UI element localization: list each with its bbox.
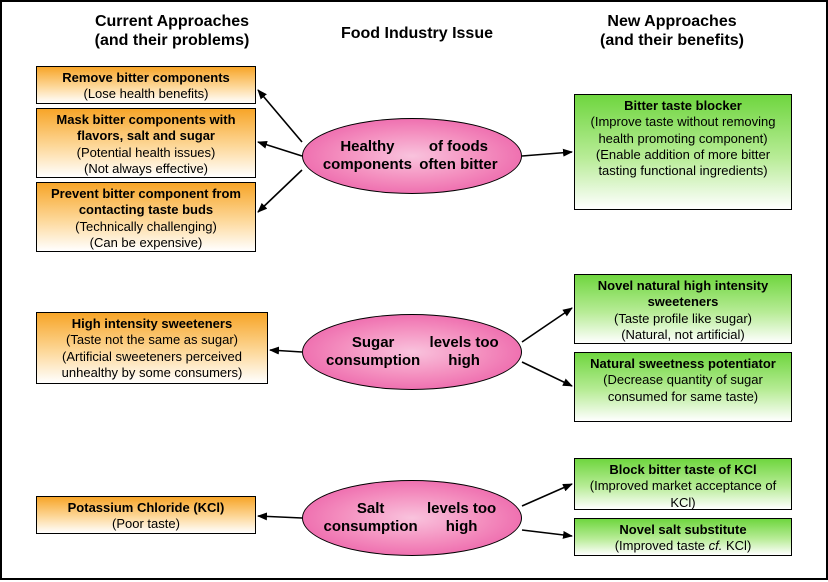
connector-arrow [522, 362, 572, 386]
issue-sugar: Sugar consumptionlevels too high [302, 314, 522, 390]
box-title: Natural sweetness potentiator [581, 356, 785, 372]
connector-arrow [258, 142, 302, 156]
header-current: Current Approaches(and their problems) [72, 12, 272, 50]
new-box-n3: Natural sweetness potentiator(Decrease q… [574, 352, 792, 422]
box-title: Block bitter taste of KCl [581, 462, 785, 478]
box-title: Remove bitter components [43, 70, 249, 86]
header-new: New Approaches(and their benefits) [572, 12, 772, 50]
box-title: Prevent bitter component from contacting… [43, 186, 249, 219]
diagram-frame: Current Approaches(and their problems) F… [0, 0, 828, 580]
box-title: High intensity sweeteners [43, 316, 261, 332]
new-box-n5: Novel salt substitute(Improved taste cf.… [574, 518, 792, 556]
current-box-c1: Remove bitter components(Lose health ben… [36, 66, 256, 104]
box-note: (Decrease quantity of sugar consumed for… [581, 372, 785, 405]
new-box-n4: Block bitter taste of KCl(Improved marke… [574, 458, 792, 510]
connector-arrow [258, 170, 302, 212]
box-note: (Natural, not artificial) [581, 327, 785, 343]
box-title: Mask bitter components with flavors, sal… [43, 112, 249, 145]
box-note: (Potential health issues) [43, 145, 249, 161]
current-box-c4: High intensity sweeteners(Taste not the … [36, 312, 268, 384]
box-note: (Lose health benefits) [43, 86, 249, 102]
connector-arrow [270, 350, 302, 352]
current-box-c2: Mask bitter components with flavors, sal… [36, 108, 256, 178]
issue-bitter: Healthy componentsof foods often bitter [302, 118, 522, 194]
box-title: Novel natural high intensity sweeteners [581, 278, 785, 311]
box-note: (Can be expensive) [43, 235, 249, 251]
box-title: Potassium Chloride (KCl) [43, 500, 249, 516]
issue-salt: Salt consumptionlevels too high [302, 480, 522, 556]
box-note: (Technically challenging) [43, 219, 249, 235]
connector-arrow [522, 152, 572, 156]
new-box-n2: Novel natural high intensity sweeteners(… [574, 274, 792, 344]
box-note: (Taste not the same as sugar) [43, 332, 261, 348]
current-box-c5: Potassium Chloride (KCl)(Poor taste) [36, 496, 256, 534]
current-box-c3: Prevent bitter component from contacting… [36, 182, 256, 252]
connector-arrow [522, 484, 572, 506]
box-title: Novel salt substitute [581, 522, 785, 538]
box-note: (Improved taste cf. KCl) [581, 538, 785, 554]
box-note: (Taste profile like sugar) [581, 311, 785, 327]
connector-arrow [522, 308, 572, 342]
connector-arrow [522, 530, 572, 536]
box-note: (Improve taste without removing health p… [581, 114, 785, 147]
box-note: (Artificial sweeteners perceived unhealt… [43, 349, 261, 382]
box-note: (Poor taste) [43, 516, 249, 532]
box-title: Bitter taste blocker [581, 98, 785, 114]
box-note: (Enable addition of more bitter tasting … [581, 147, 785, 180]
new-box-n1: Bitter taste blocker(Improve taste witho… [574, 94, 792, 210]
connector-arrow [258, 90, 302, 142]
connector-arrow [258, 516, 302, 518]
box-note: (Improved market acceptance of KCl) [581, 478, 785, 511]
box-note: (Not always effective) [43, 161, 249, 177]
header-center: Food Industry Issue [322, 24, 512, 43]
